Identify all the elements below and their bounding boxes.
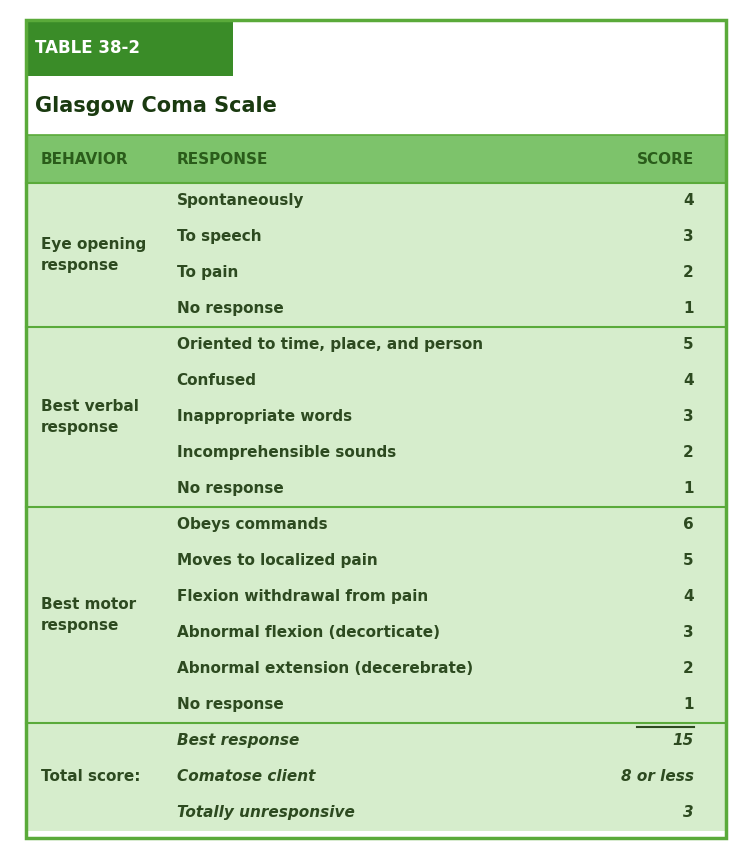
- Text: Abnormal extension (decerebrate): Abnormal extension (decerebrate): [177, 662, 473, 676]
- Text: 5: 5: [683, 553, 693, 568]
- Text: Inappropriate words: Inappropriate words: [177, 409, 352, 424]
- Bar: [26, 20, 232, 76]
- Text: SCORE: SCORE: [636, 152, 693, 166]
- Text: Flexion withdrawal from pain: Flexion withdrawal from pain: [177, 590, 428, 604]
- Bar: [26, 723, 726, 831]
- Bar: [232, 20, 726, 76]
- Text: Glasgow Coma Scale: Glasgow Coma Scale: [35, 95, 277, 116]
- Text: 3: 3: [683, 409, 693, 424]
- Text: TABLE 38-2: TABLE 38-2: [35, 39, 141, 57]
- Text: 3: 3: [683, 625, 693, 640]
- Bar: [26, 76, 726, 135]
- Text: 3: 3: [683, 230, 693, 244]
- Bar: [26, 327, 726, 507]
- Text: RESPONSE: RESPONSE: [177, 152, 268, 166]
- Text: Total score:: Total score:: [41, 769, 141, 784]
- Text: 2: 2: [683, 265, 693, 280]
- Bar: [26, 135, 726, 183]
- Text: 1: 1: [683, 302, 693, 316]
- Text: 1: 1: [683, 697, 693, 712]
- Bar: [26, 183, 726, 327]
- Text: 15: 15: [672, 733, 693, 748]
- Text: No response: No response: [177, 481, 284, 496]
- Text: 4: 4: [683, 374, 693, 388]
- Text: 4: 4: [683, 590, 693, 604]
- Text: No response: No response: [177, 302, 284, 316]
- Text: Eye opening
response: Eye opening response: [41, 237, 146, 273]
- Text: Obeys commands: Obeys commands: [177, 518, 327, 532]
- Text: Spontaneously: Spontaneously: [177, 193, 304, 208]
- Text: BEHAVIOR: BEHAVIOR: [41, 152, 129, 166]
- Text: 3: 3: [683, 805, 693, 820]
- Text: Comatose client: Comatose client: [177, 769, 315, 784]
- Text: 6: 6: [683, 518, 693, 532]
- Text: 1: 1: [683, 481, 693, 496]
- Text: Moves to localized pain: Moves to localized pain: [177, 553, 378, 568]
- Text: Abnormal flexion (decorticate): Abnormal flexion (decorticate): [177, 625, 440, 640]
- Text: Confused: Confused: [177, 374, 256, 388]
- Text: To pain: To pain: [177, 265, 238, 280]
- Text: 2: 2: [683, 446, 693, 460]
- Text: Oriented to time, place, and person: Oriented to time, place, and person: [177, 337, 483, 352]
- Text: Best response: Best response: [177, 733, 299, 748]
- Bar: [26, 507, 726, 723]
- Text: 2: 2: [683, 662, 693, 676]
- Text: To speech: To speech: [177, 230, 261, 244]
- Text: No response: No response: [177, 697, 284, 712]
- Text: Totally unresponsive: Totally unresponsive: [177, 805, 354, 820]
- Text: Best motor
response: Best motor response: [41, 596, 136, 633]
- Text: Incomprehensible sounds: Incomprehensible sounds: [177, 446, 396, 460]
- Text: Best verbal
response: Best verbal response: [41, 399, 138, 435]
- Text: 5: 5: [683, 337, 693, 352]
- Text: 8 or less: 8 or less: [620, 769, 693, 784]
- Text: 4: 4: [683, 193, 693, 208]
